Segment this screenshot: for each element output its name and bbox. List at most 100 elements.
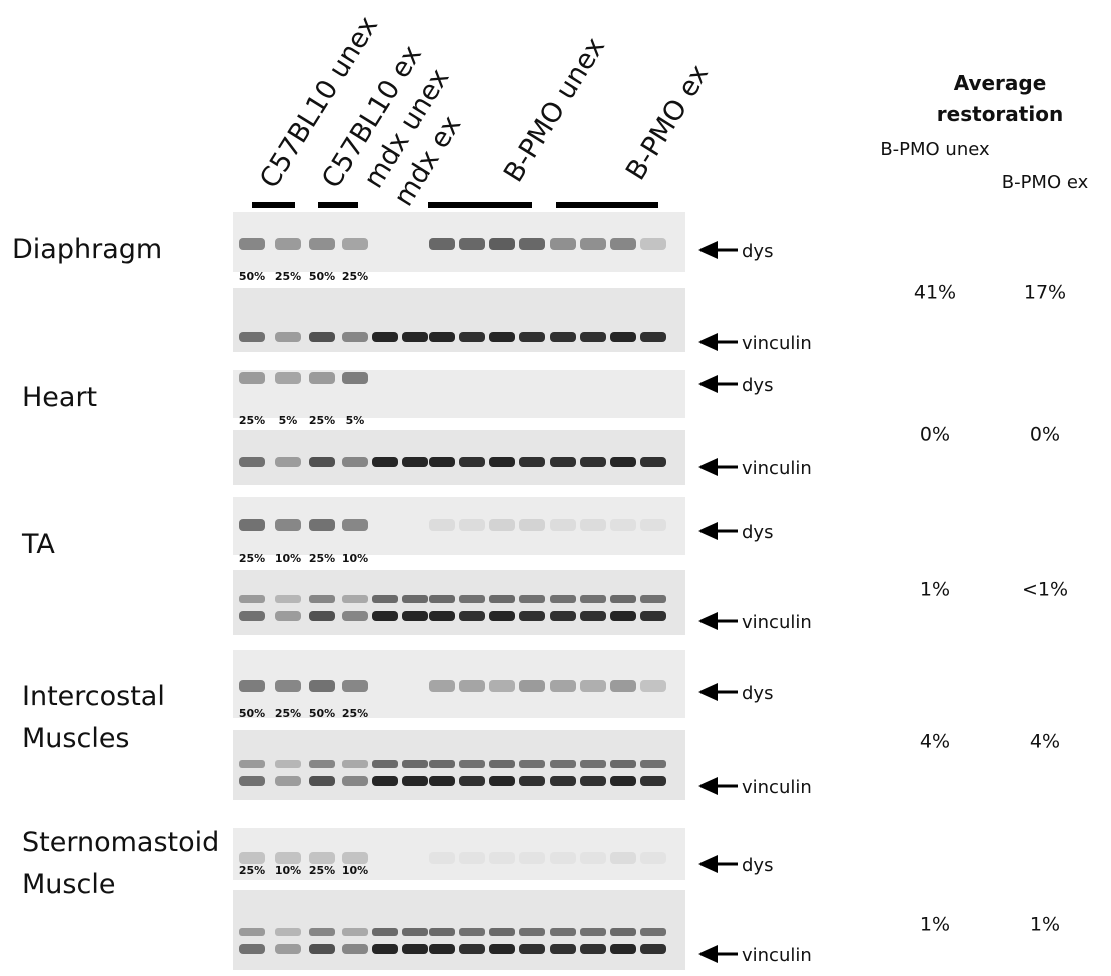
band [519, 928, 545, 936]
band [342, 928, 368, 936]
band [372, 760, 398, 768]
band [550, 776, 576, 786]
band [459, 457, 485, 467]
tissue-label: Sternomastoid Muscle [22, 822, 237, 906]
dilution: 25% [239, 864, 265, 877]
band [580, 519, 606, 531]
band [519, 519, 545, 531]
band [640, 595, 666, 603]
band [489, 944, 515, 954]
dilution: 50% [239, 707, 265, 720]
band [402, 595, 428, 603]
band [580, 457, 606, 467]
dilution: 25% [239, 414, 265, 427]
band [580, 760, 606, 768]
band [519, 238, 545, 250]
restoration: 1% [920, 914, 950, 936]
arrow-head [698, 683, 718, 701]
band [580, 928, 606, 936]
band [550, 611, 576, 621]
band [459, 595, 485, 603]
band [275, 519, 301, 531]
band [580, 944, 606, 954]
band [640, 680, 666, 692]
band [239, 595, 265, 603]
column-header: B-PMO ex [985, 167, 1105, 199]
column-header: B-PMO unex [880, 134, 990, 166]
restoration: 1% [920, 579, 950, 601]
protein-label: vinculin [742, 612, 812, 633]
band [309, 332, 335, 342]
arrow-head [698, 375, 718, 393]
band [239, 519, 265, 531]
band [519, 776, 545, 786]
band [640, 611, 666, 621]
band [239, 928, 265, 936]
band [239, 760, 265, 768]
band [550, 760, 576, 768]
protein-label: dys [742, 683, 773, 704]
band [640, 852, 666, 864]
band [429, 944, 455, 954]
band [429, 776, 455, 786]
band [429, 760, 455, 768]
band [429, 238, 455, 250]
band [275, 680, 301, 692]
band [372, 595, 398, 603]
band [429, 519, 455, 531]
band [372, 332, 398, 342]
band [402, 928, 428, 936]
band [429, 611, 455, 621]
band [610, 595, 636, 603]
band [402, 457, 428, 467]
band [640, 944, 666, 954]
band [309, 760, 335, 768]
band [429, 680, 455, 692]
dilution: 5% [279, 414, 298, 427]
dilution: 25% [342, 270, 368, 283]
band [402, 760, 428, 768]
band [580, 611, 606, 621]
dilution: 10% [342, 552, 368, 565]
band [342, 760, 368, 768]
restoration: 4% [1030, 731, 1060, 753]
lane-label: B-PMO ex [620, 59, 715, 186]
dilution: 25% [239, 552, 265, 565]
blot [233, 288, 685, 352]
restoration-title: Average restoration [920, 68, 1080, 130]
band [309, 928, 335, 936]
dilution: 5% [346, 414, 365, 427]
dilution: 25% [275, 270, 301, 283]
arrow-head [698, 855, 718, 873]
band [519, 852, 545, 864]
band [459, 944, 485, 954]
dilution: 50% [309, 270, 335, 283]
dilution: 10% [342, 864, 368, 877]
band [459, 928, 485, 936]
band [309, 372, 335, 384]
band [489, 457, 515, 467]
band [342, 457, 368, 467]
dilution: 25% [342, 707, 368, 720]
restoration: 0% [1030, 424, 1060, 446]
tissue-label: Heart [22, 377, 237, 419]
band [239, 457, 265, 467]
band [239, 332, 265, 342]
band [429, 928, 455, 936]
protein-label: vinculin [742, 777, 812, 798]
band [342, 332, 368, 342]
band [342, 852, 368, 864]
band [275, 928, 301, 936]
band [489, 332, 515, 342]
band [402, 776, 428, 786]
band [580, 680, 606, 692]
band [489, 519, 515, 531]
band [550, 238, 576, 250]
band [610, 760, 636, 768]
lane-label: B-PMO unex [498, 32, 611, 188]
restoration: <1% [1022, 579, 1068, 601]
band [580, 776, 606, 786]
band [275, 238, 301, 250]
band [275, 595, 301, 603]
band [550, 928, 576, 936]
